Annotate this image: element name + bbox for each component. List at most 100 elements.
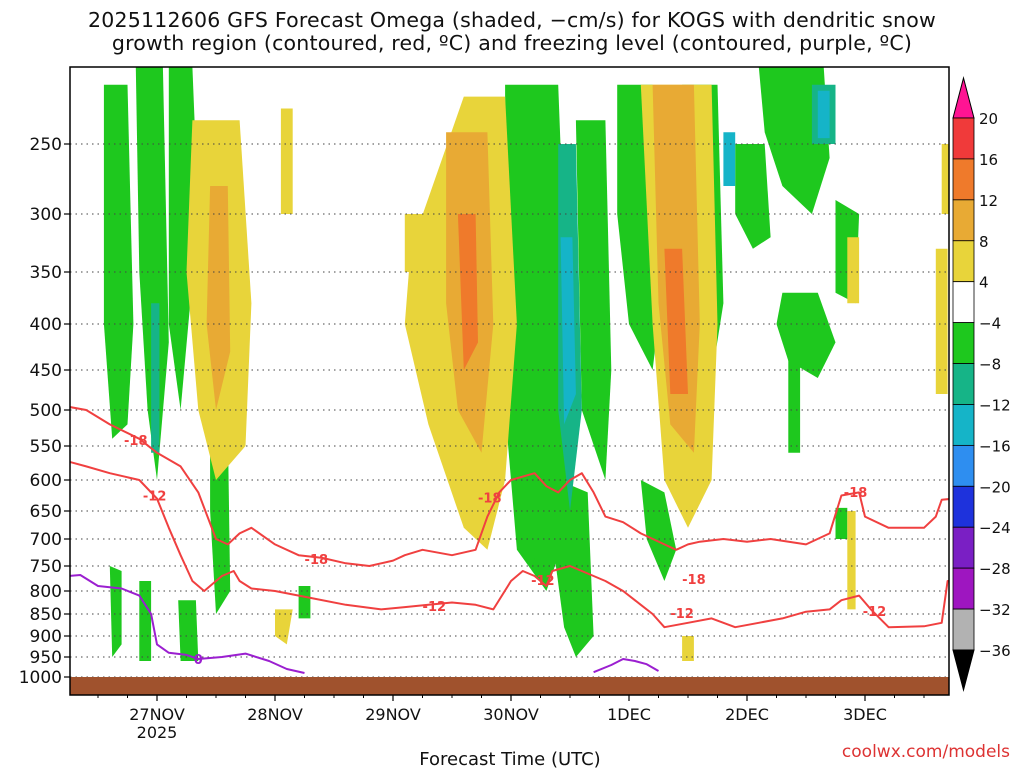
x-tick-label: 1DEC bbox=[607, 705, 651, 724]
omega-region bbox=[103, 84, 134, 439]
contour-label: 0 bbox=[194, 653, 203, 668]
omega-region bbox=[457, 214, 478, 370]
y-tick-label: 700 bbox=[30, 530, 62, 550]
omega-region bbox=[664, 248, 688, 394]
terrain-ground bbox=[70, 677, 949, 695]
y-tick-label: 1000 bbox=[19, 668, 62, 688]
y-tick-label: 300 bbox=[30, 205, 62, 225]
colorbar-tick-label: −16 bbox=[979, 437, 1011, 455]
contour-line bbox=[70, 460, 949, 629]
omega-region bbox=[139, 581, 152, 661]
x-tick-label: 29NOV bbox=[365, 705, 421, 724]
omega-region bbox=[151, 303, 160, 453]
omega-region bbox=[178, 600, 199, 661]
colorbar-swatch bbox=[952, 444, 975, 487]
y-tick-label: 500 bbox=[30, 401, 62, 421]
omega-region bbox=[935, 248, 948, 394]
colorbar-tick-label: 8 bbox=[979, 233, 989, 251]
colorbar-swatch bbox=[952, 608, 975, 651]
y-tick-label: 600 bbox=[30, 471, 62, 491]
x-tick-label: 3DEC bbox=[843, 705, 887, 724]
omega-region bbox=[280, 108, 293, 214]
omega-shading bbox=[103, 67, 949, 661]
colorbar-tick-label: 20 bbox=[979, 110, 998, 128]
colorbar-swatch bbox=[952, 117, 975, 160]
contour-label: -12 bbox=[670, 607, 694, 622]
omega-region bbox=[516, 144, 547, 561]
plot-frame bbox=[69, 66, 950, 696]
contour-label: -12 bbox=[863, 605, 887, 620]
omega-region bbox=[941, 144, 949, 214]
contour-label: -18 bbox=[844, 486, 868, 501]
omega-region bbox=[682, 636, 694, 661]
colorbar-tick-label: −28 bbox=[979, 560, 1011, 578]
contour-label: -12 bbox=[143, 490, 167, 505]
contour-labels: -18 -12 -18 -18 -12 -12 -18 -12 -18 -12 0 bbox=[124, 434, 886, 668]
y-tick-label: 250 bbox=[30, 135, 62, 155]
y-tick-label: 800 bbox=[30, 582, 62, 602]
x-tick-label: 2DEC bbox=[725, 705, 769, 724]
y-tick-label: 400 bbox=[30, 315, 62, 335]
omega-region bbox=[735, 144, 771, 249]
x-tick-sublabel: 2025 bbox=[137, 723, 178, 742]
y-tick-label: 900 bbox=[30, 627, 62, 647]
colorbar-swatch bbox=[952, 240, 975, 283]
x-tick-label: 27NOV bbox=[129, 705, 185, 724]
colorbar-swatch bbox=[952, 158, 975, 201]
x-tick-label: 30NOV bbox=[483, 705, 539, 724]
omega-region bbox=[723, 132, 736, 186]
colorbar-tick-label: −32 bbox=[979, 601, 1011, 619]
isotherm-contours bbox=[70, 406, 949, 674]
colorbar-swatch bbox=[952, 363, 975, 405]
omega-region bbox=[835, 507, 848, 539]
y-tick-label: 650 bbox=[30, 502, 62, 522]
omega-region bbox=[640, 480, 677, 581]
chart-title-line1: 2025112606 GFS Forecast Omega (shaded, −… bbox=[88, 8, 936, 32]
contour-label: -12 bbox=[531, 574, 555, 589]
colorbar-tick-label: 16 bbox=[979, 151, 998, 169]
omega-region bbox=[206, 186, 231, 410]
contour-line bbox=[70, 406, 949, 567]
omega-region bbox=[168, 67, 199, 410]
x-tick-label: 28NOV bbox=[247, 705, 303, 724]
y-axis: 2503003504004505005506006507007508008509… bbox=[19, 135, 70, 688]
omega-region bbox=[575, 120, 612, 481]
colorbar-swatch bbox=[952, 526, 975, 569]
site-credit: coolwx.com/models bbox=[841, 742, 1010, 762]
colorbar-swatch bbox=[952, 322, 975, 364]
contour-label: -18 bbox=[682, 573, 706, 588]
colorbar-swatch bbox=[952, 199, 975, 242]
colorbar-tick-label: −8 bbox=[979, 356, 1001, 374]
contour-label: -18 bbox=[305, 553, 329, 568]
y-tick-label: 950 bbox=[30, 648, 62, 668]
x-axis-label: Forecast Time (UTC) bbox=[419, 749, 600, 768]
omega-region bbox=[788, 324, 801, 453]
colorbar-tick-label: 12 bbox=[979, 192, 998, 210]
colorbar-swatch bbox=[952, 281, 975, 324]
omega-region bbox=[847, 511, 856, 610]
colorbar-swatch bbox=[952, 567, 975, 610]
y-tick-label: 750 bbox=[30, 557, 62, 577]
colorbar-tick-label: −12 bbox=[979, 396, 1011, 414]
y-tick-label: 850 bbox=[30, 605, 62, 625]
colorbar-swatch bbox=[952, 404, 975, 446]
omega-region bbox=[560, 237, 576, 425]
colorbar-top-arrow bbox=[952, 76, 975, 119]
colorbar-swatch bbox=[952, 485, 975, 528]
contour-line bbox=[70, 574, 305, 674]
colorbar-tick-label: −24 bbox=[979, 519, 1011, 537]
colorbar-tick-label: −36 bbox=[979, 642, 1011, 660]
colorbar-tick-label: −20 bbox=[979, 478, 1011, 496]
contour-label: -18 bbox=[124, 434, 148, 449]
colorbar-bottom-arrow bbox=[952, 649, 975, 692]
contour-label: -18 bbox=[478, 491, 502, 506]
omega-region bbox=[758, 67, 830, 214]
chart-title-line2: growth region (contoured, red, ºC) and f… bbox=[111, 31, 913, 55]
omega-region bbox=[298, 586, 311, 619]
colorbar: 20 16 12 8 4 −4 −8 −12 −16 −20 −24 −28 −32 −36 bbox=[952, 76, 1011, 692]
omega-region bbox=[135, 67, 169, 480]
contour-label: -12 bbox=[423, 600, 447, 615]
y-tick-label: 350 bbox=[30, 263, 62, 283]
